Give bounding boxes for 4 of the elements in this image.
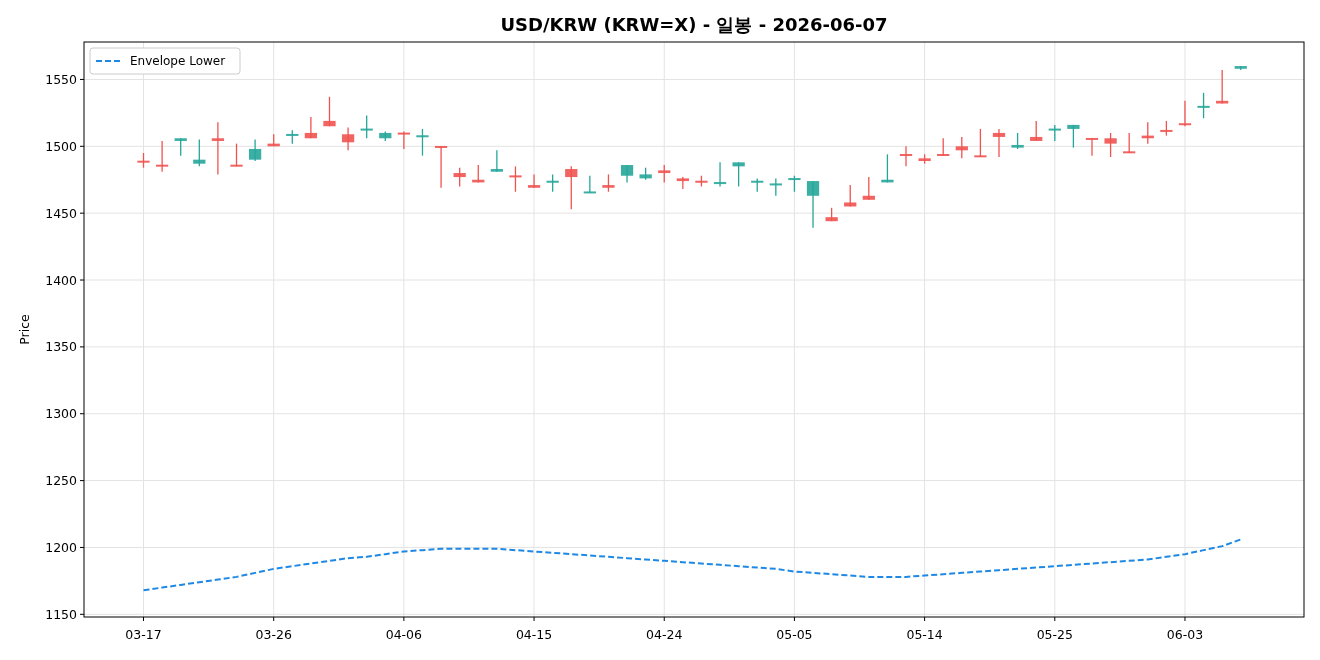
ylabel: Price bbox=[17, 314, 32, 345]
legend: Envelope Lower bbox=[89, 47, 241, 75]
legend-label: Envelope Lower bbox=[130, 54, 226, 68]
title: USD/KRW (KRW=X) - 일봉 - 2026-06-07 bbox=[500, 14, 888, 35]
